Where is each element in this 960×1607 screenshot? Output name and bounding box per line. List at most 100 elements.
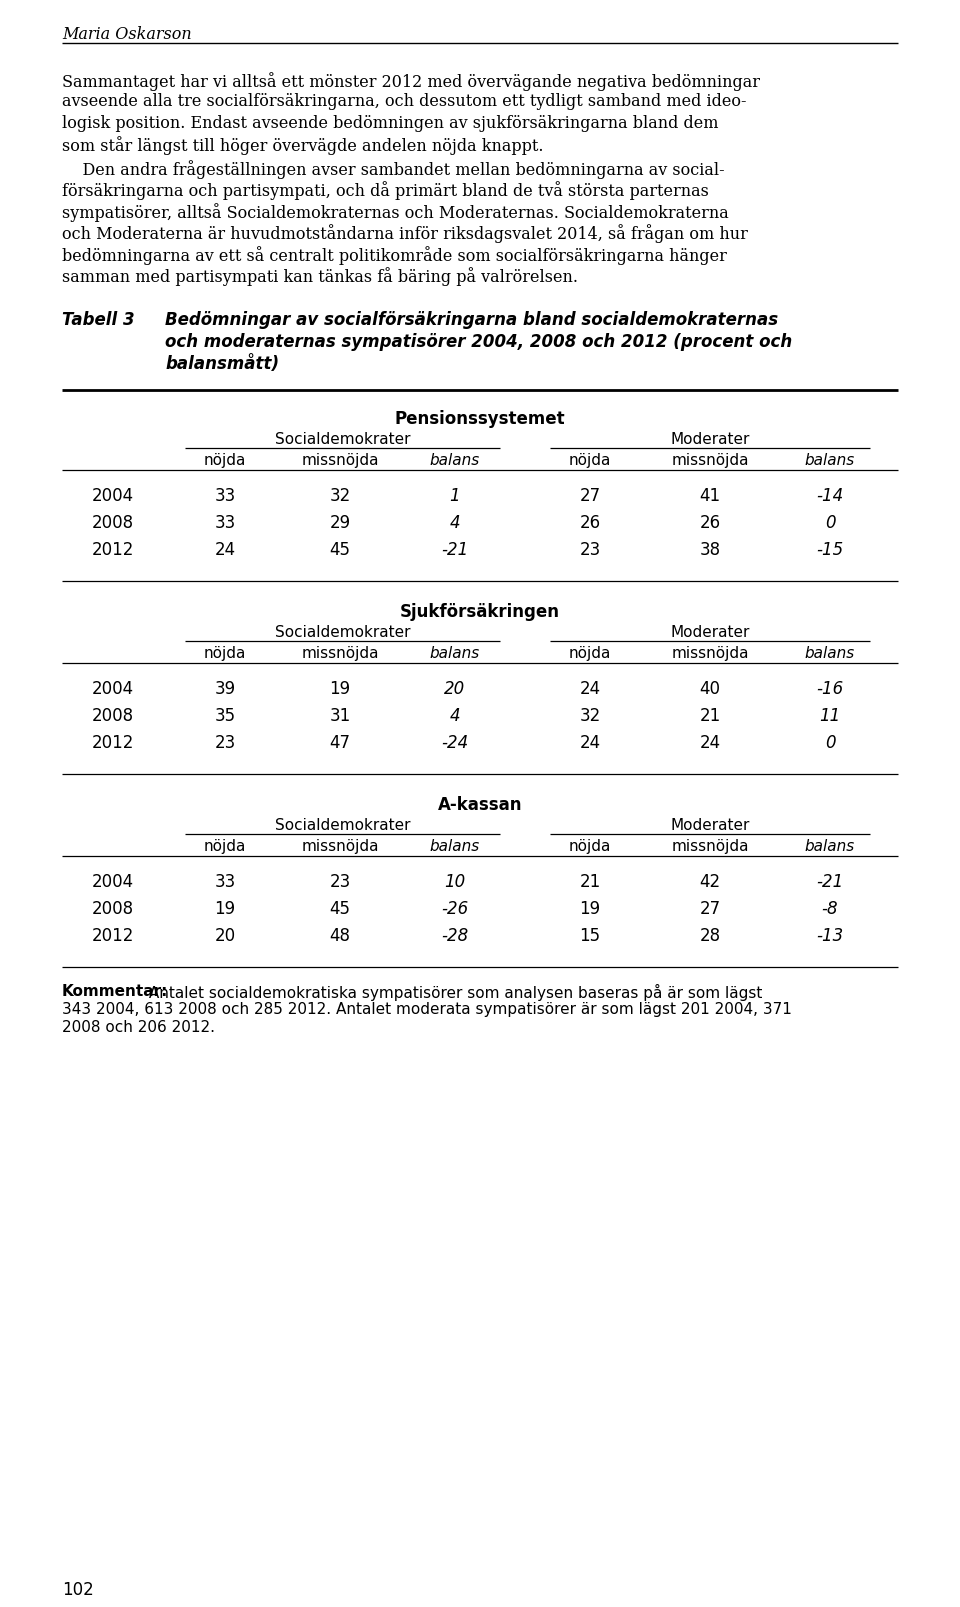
Text: 24: 24: [580, 733, 601, 752]
Text: 20: 20: [444, 680, 466, 697]
Text: Socialdemokrater: Socialdemokrater: [275, 432, 410, 447]
Text: 2008: 2008: [92, 514, 134, 532]
Text: 2008: 2008: [92, 900, 134, 918]
Text: 2004: 2004: [92, 680, 134, 697]
Text: 2004: 2004: [92, 487, 134, 505]
Text: Socialdemokrater: Socialdemokrater: [275, 818, 410, 832]
Text: -14: -14: [816, 487, 844, 505]
Text: missnöjda: missnöjda: [671, 839, 749, 853]
Text: -15: -15: [816, 540, 844, 559]
Text: som står längst till höger övervägde andelen nöjda knappt.: som står längst till höger övervägde and…: [62, 137, 543, 156]
Text: avseende alla tre socialförsäkringarna, och dessutom ett tydligt samband med ide: avseende alla tre socialförsäkringarna, …: [62, 93, 747, 111]
Text: 35: 35: [214, 707, 235, 725]
Text: logisk position. Endast avseende bedömningen av sjukförsäkringarna bland dem: logisk position. Endast avseende bedömni…: [62, 116, 718, 132]
Text: 24: 24: [580, 680, 601, 697]
Text: -21: -21: [442, 540, 468, 559]
Text: 29: 29: [329, 514, 350, 532]
Text: A-kassan: A-kassan: [438, 795, 522, 813]
Text: -24: -24: [442, 733, 468, 752]
Text: 32: 32: [329, 487, 350, 505]
Text: 33: 33: [214, 514, 235, 532]
Text: 23: 23: [329, 873, 350, 890]
Text: -21: -21: [816, 873, 844, 890]
Text: Moderater: Moderater: [670, 625, 750, 640]
Text: 33: 33: [214, 487, 235, 505]
Text: 2008 och 206 2012.: 2008 och 206 2012.: [62, 1019, 215, 1035]
Text: 10: 10: [444, 873, 466, 890]
Text: Sjukförsäkringen: Sjukförsäkringen: [400, 603, 560, 620]
Text: 19: 19: [214, 900, 235, 918]
Text: nöjda: nöjda: [569, 839, 612, 853]
Text: 47: 47: [329, 733, 350, 752]
Text: 19: 19: [329, 680, 350, 697]
Text: balans: balans: [430, 839, 480, 853]
Text: Moderater: Moderater: [670, 818, 750, 832]
Text: 27: 27: [580, 487, 601, 505]
Text: 11: 11: [820, 707, 841, 725]
Text: Maria Oskarson: Maria Oskarson: [62, 26, 192, 43]
Text: 24: 24: [214, 540, 235, 559]
Text: balans: balans: [804, 646, 855, 660]
Text: 1: 1: [449, 487, 460, 505]
Text: -16: -16: [816, 680, 844, 697]
Text: nöjda: nöjda: [569, 453, 612, 468]
Text: 4: 4: [449, 707, 460, 725]
Text: 41: 41: [700, 487, 721, 505]
Text: 343 2004, 613 2008 och 285 2012. Antalet moderata sympatisörer är som lägst 201 : 343 2004, 613 2008 och 285 2012. Antalet…: [62, 1001, 792, 1016]
Text: 33: 33: [214, 873, 235, 890]
Text: 28: 28: [700, 926, 721, 945]
Text: missnöjda: missnöjda: [301, 839, 379, 853]
Text: Kommentar:: Kommentar:: [62, 983, 168, 998]
Text: -28: -28: [442, 926, 468, 945]
Text: bedömningarna av ett så centralt politikområde som socialförsäkringarna hänger: bedömningarna av ett så centralt politik…: [62, 246, 727, 265]
Text: Sammantaget har vi alltså ett mönster 2012 med övervägande negativa bedömningar: Sammantaget har vi alltså ett mönster 20…: [62, 72, 760, 92]
Text: balansmått): balansmått): [165, 355, 279, 373]
Text: och moderaternas sympatisörer 2004, 2008 och 2012 (procent och: och moderaternas sympatisörer 2004, 2008…: [165, 333, 792, 350]
Text: 2012: 2012: [92, 926, 134, 945]
Text: 24: 24: [700, 733, 721, 752]
Text: balans: balans: [804, 453, 855, 468]
Text: 4: 4: [449, 514, 460, 532]
Text: 15: 15: [580, 926, 601, 945]
Text: 0: 0: [825, 733, 835, 752]
Text: Bedömningar av socialförsäkringarna bland socialdemokraternas: Bedömningar av socialförsäkringarna blan…: [165, 310, 779, 329]
Text: 27: 27: [700, 900, 721, 918]
Text: 0: 0: [825, 514, 835, 532]
Text: 21: 21: [580, 873, 601, 890]
Text: 45: 45: [329, 540, 350, 559]
Text: 2004: 2004: [92, 873, 134, 890]
Text: sympatisörer, alltså Socialdemokraternas och Moderaternas. Socialdemokraterna: sympatisörer, alltså Socialdemokraternas…: [62, 202, 729, 222]
Text: 20: 20: [214, 926, 235, 945]
Text: Tabell 3: Tabell 3: [62, 310, 134, 329]
Text: 2008: 2008: [92, 707, 134, 725]
Text: -26: -26: [442, 900, 468, 918]
Text: 23: 23: [214, 733, 235, 752]
Text: och Moderaterna är huvudmotståndarna inför riksdagsvalet 2014, så frågan om hur: och Moderaterna är huvudmotståndarna inf…: [62, 225, 748, 243]
Text: -8: -8: [822, 900, 838, 918]
Text: 39: 39: [214, 680, 235, 697]
Text: samman med partisympati kan tänkas få bäring på valrörelsen.: samman med partisympati kan tänkas få bä…: [62, 267, 578, 286]
Text: 23: 23: [580, 540, 601, 559]
Text: 102: 102: [62, 1580, 94, 1597]
Text: balans: balans: [804, 839, 855, 853]
Text: 26: 26: [580, 514, 601, 532]
Text: försäkringarna och partisympati, och då primärt bland de två största parternas: försäkringarna och partisympati, och då …: [62, 182, 708, 201]
Text: Den andra frågeställningen avser sambandet mellan bedömningarna av social-: Den andra frågeställningen avser samband…: [62, 161, 725, 178]
Text: missnöjda: missnöjda: [301, 453, 379, 468]
Text: balans: balans: [430, 646, 480, 660]
Text: 40: 40: [700, 680, 721, 697]
Text: missnöjda: missnöjda: [301, 646, 379, 660]
Text: Pensionssystemet: Pensionssystemet: [395, 410, 565, 427]
Text: missnöjda: missnöjda: [671, 453, 749, 468]
Text: 26: 26: [700, 514, 721, 532]
Text: missnöjda: missnöjda: [671, 646, 749, 660]
Text: nöjda: nöjda: [204, 839, 246, 853]
Text: Antalet socialdemokratiska sympatisörer som analysen baseras på är som lägst: Antalet socialdemokratiska sympatisörer …: [144, 983, 762, 1001]
Text: nöjda: nöjda: [204, 453, 246, 468]
Text: Moderater: Moderater: [670, 432, 750, 447]
Text: nöjda: nöjda: [569, 646, 612, 660]
Text: 2012: 2012: [92, 540, 134, 559]
Text: 31: 31: [329, 707, 350, 725]
Text: 19: 19: [580, 900, 601, 918]
Text: Socialdemokrater: Socialdemokrater: [275, 625, 410, 640]
